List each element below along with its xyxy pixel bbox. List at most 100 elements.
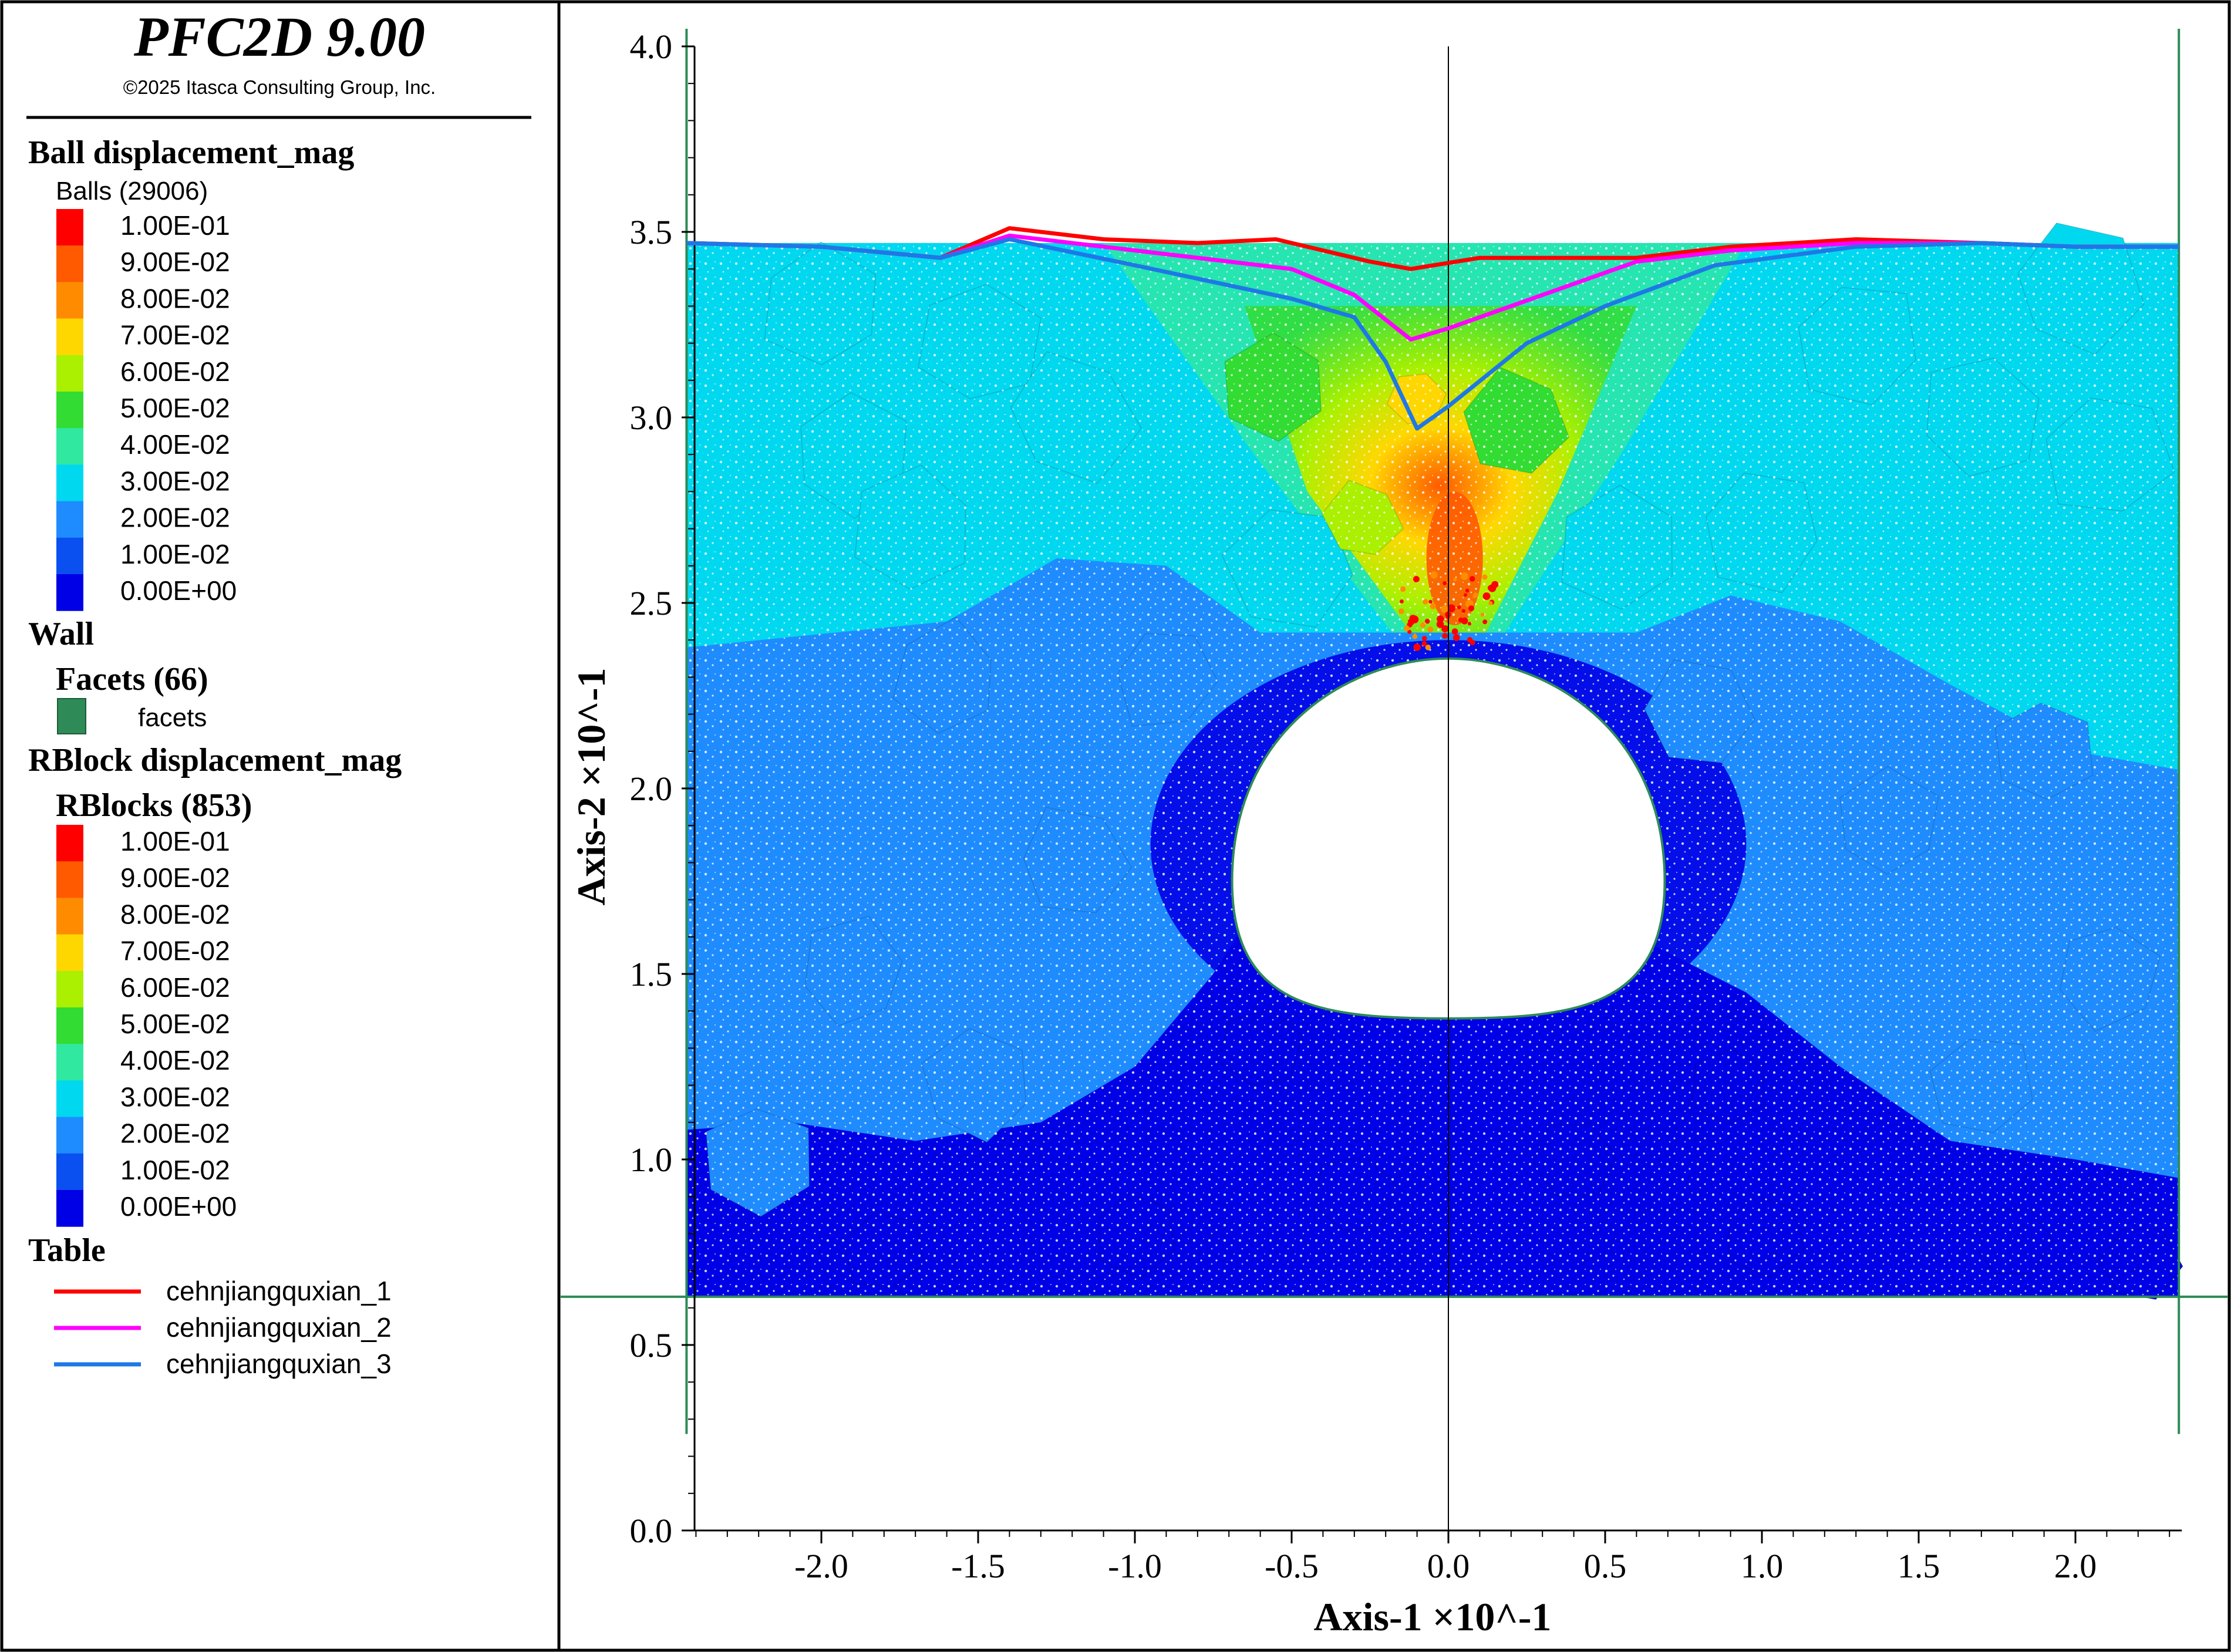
y-tick-label: 2.5: [630, 584, 673, 622]
scale-swatch: [56, 464, 83, 502]
scale-value: 1.00E-01: [120, 826, 230, 857]
scale-value: 4.00E-02: [120, 1045, 230, 1076]
y-tick-label: 3.0: [630, 399, 673, 437]
ball: [1442, 633, 1448, 639]
table-legend-name: cehnjiangquxian_3: [166, 1348, 392, 1379]
ball: [1410, 621, 1414, 625]
ball: [1441, 605, 1449, 613]
app-title: PFC2D 9.00: [133, 5, 425, 68]
ball: [1469, 576, 1475, 582]
y-tick-label: 3.5: [630, 213, 673, 251]
x-tick-label: -1.5: [951, 1547, 1005, 1585]
ball: [1453, 578, 1457, 582]
scale-value: 1.00E-01: [120, 210, 230, 241]
scale-value: 5.00E-02: [120, 1009, 230, 1039]
scale-value: 9.00E-02: [120, 247, 230, 277]
scale-swatch: [56, 428, 83, 465]
x-tick-label: 1.5: [1898, 1547, 1940, 1585]
ball: [1470, 639, 1475, 646]
ball: [1488, 601, 1493, 606]
rblock-color-scale: 1.00E-01 9.00E-02 8.00E-02 7.00E-02 6.00E-02…: [56, 825, 237, 1227]
y-tick-label: 2.0: [630, 770, 673, 808]
ball: [1451, 628, 1458, 635]
scale-value: 3.00E-02: [120, 466, 230, 496]
settlement-curve-1: [686, 226, 2179, 271]
ball: [1398, 608, 1404, 615]
x-tick-label: 1.0: [1741, 1547, 1784, 1585]
ball: [1430, 603, 1436, 609]
ball: [1423, 599, 1428, 605]
x-tick-label: 0.5: [1584, 1547, 1627, 1585]
facets-title: Facets (66): [56, 661, 208, 697]
ball-section-title: Ball displacement_mag: [28, 134, 354, 171]
ball-subtitle: Balls (29006): [56, 177, 208, 205]
settlement-curves: [686, 226, 2179, 431]
ball: [1420, 622, 1426, 628]
ball: [1421, 640, 1427, 646]
ball: [1412, 633, 1418, 639]
y-tick-label: 0.0: [630, 1512, 673, 1550]
scale-value: 6.00E-02: [120, 356, 230, 387]
ball: [1480, 612, 1485, 617]
scale-swatch: [56, 574, 83, 611]
scale-swatch: [56, 861, 83, 898]
ball: [1457, 605, 1461, 609]
y-tick-label: 1.0: [630, 1141, 673, 1179]
scale-value: 2.00E-02: [120, 503, 230, 533]
ball: [1461, 617, 1468, 625]
scale-value: 7.00E-02: [120, 936, 230, 966]
scale-value: 4.00E-02: [120, 429, 230, 460]
ball: [1460, 572, 1468, 580]
ball: [1443, 581, 1447, 585]
scale-value: 1.00E-02: [120, 539, 230, 569]
x-tick-label: -1.0: [1108, 1547, 1162, 1585]
scale-value: 6.00E-02: [120, 972, 230, 1003]
ball: [1447, 604, 1455, 612]
ball: [1427, 626, 1434, 633]
scale-swatch: [56, 825, 83, 862]
ball: [1407, 629, 1412, 634]
scale-swatch: [56, 1007, 83, 1044]
ball: [1425, 645, 1431, 650]
y-axis-label: Axis-2 ×10^-1: [569, 667, 614, 905]
scale-value: 5.00E-02: [120, 393, 230, 423]
x-tick-label: 0.0: [1427, 1547, 1470, 1585]
ball: [1400, 599, 1404, 604]
scale-swatch: [56, 355, 83, 392]
ball: [1413, 576, 1420, 582]
settlement-curve-2: [686, 233, 2179, 342]
facets-label: facets: [138, 703, 207, 732]
rblock-subtitle: RBlocks (853): [56, 787, 252, 824]
scale-swatch: [56, 501, 83, 538]
x-axis-label: Axis-1 ×10^-1: [1313, 1594, 1551, 1639]
ball: [1465, 588, 1470, 593]
ball: [1421, 636, 1427, 641]
ball-color-scale: 1.00E-01 9.00E-02 8.00E-02 7.00E-02 6.00E-02…: [56, 209, 237, 611]
table-section-title: Table: [28, 1232, 106, 1269]
ball: [1452, 634, 1460, 642]
facets-swatch: [57, 698, 86, 734]
scale-value: 7.00E-02: [120, 320, 230, 350]
ball: [1428, 599, 1433, 604]
scale-swatch: [56, 282, 83, 319]
y-tick-label: 0.5: [630, 1326, 673, 1364]
scale-swatch: [56, 970, 83, 1008]
axes: 0.0 0.5 1.0 1.5 2.0 2.5 3.0 3.5 4.0 -2.0 -1.5 -1.0 -…: [630, 28, 2182, 1585]
x-tick-label: -0.5: [1265, 1547, 1319, 1585]
settlement-curve-3: [686, 237, 2179, 431]
table-legend-name: cehnjiangquxian_2: [166, 1312, 392, 1343]
scale-value: 3.00E-02: [120, 1081, 230, 1112]
x-tick-label: -2.0: [794, 1547, 848, 1585]
scale-value: 2.00E-02: [120, 1118, 230, 1149]
ball: [1424, 618, 1430, 624]
legend-panel: PFC2D 9.00 ©2025 Itasca Consulting Group…: [26, 5, 531, 1379]
ball: [1441, 625, 1449, 633]
y-tick-label: 4.0: [630, 28, 673, 66]
scale-swatch: [56, 1190, 83, 1227]
scale-swatch: [56, 209, 83, 246]
scale-value: 8.00E-02: [120, 899, 230, 929]
scale-swatch: [56, 537, 83, 575]
copyright: ©2025 Itasca Consulting Group, Inc.: [123, 76, 436, 98]
scale-swatch: [56, 1153, 83, 1191]
